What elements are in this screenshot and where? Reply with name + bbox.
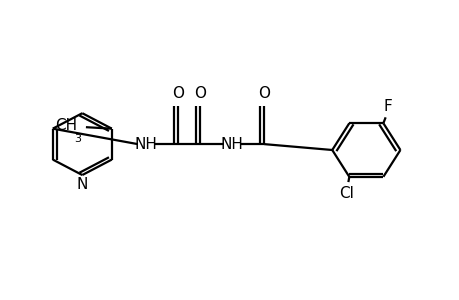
Text: O: O bbox=[194, 85, 206, 100]
Text: O: O bbox=[257, 85, 269, 100]
Text: 3: 3 bbox=[73, 134, 81, 144]
Text: N: N bbox=[77, 177, 88, 192]
Text: O: O bbox=[171, 85, 183, 100]
Text: Cl: Cl bbox=[339, 186, 354, 201]
Text: CH: CH bbox=[55, 118, 77, 133]
Text: NH: NH bbox=[134, 136, 157, 152]
Text: NH: NH bbox=[220, 136, 243, 152]
Text: F: F bbox=[383, 98, 392, 113]
